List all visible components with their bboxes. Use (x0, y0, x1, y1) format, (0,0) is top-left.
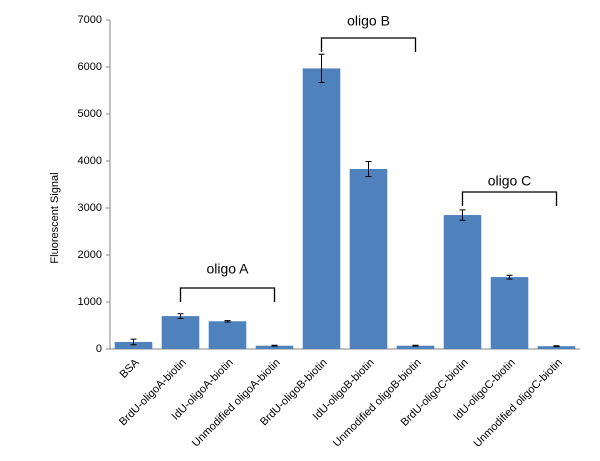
annotation: oligo A (206, 261, 249, 277)
bar (208, 321, 247, 349)
error-bar (459, 209, 466, 221)
error-bar (553, 345, 560, 348)
bar (396, 345, 435, 349)
bar (161, 316, 200, 349)
x-tick-label: Unmodified oligoA-biotin (190, 357, 283, 450)
x-tick-label: Unmodified oligoB-biotin (331, 357, 424, 450)
y-tick-label: 3000 (78, 202, 102, 214)
y-tick-label: 4000 (78, 155, 102, 167)
y-tick-label: 6000 (78, 61, 102, 73)
y-tick-label: 0 (96, 343, 102, 355)
bar (302, 68, 341, 349)
bar (114, 341, 153, 349)
error-bar (365, 160, 372, 178)
bracket (179, 287, 276, 302)
bar (255, 345, 294, 349)
error-bar (271, 344, 278, 347)
error-bar (318, 53, 325, 84)
annotation: oligo B (347, 13, 390, 29)
bar (537, 346, 576, 349)
x-tick-label: BSA (118, 356, 143, 381)
error-bar (130, 338, 137, 346)
error-bar (224, 320, 231, 323)
bar (443, 215, 482, 349)
x-tick-label: Unmodified oligoC-biotin (471, 357, 564, 450)
bar (490, 277, 529, 349)
annotation: oligo C (488, 173, 532, 189)
y-tick-label: 1000 (78, 296, 102, 308)
bar (349, 168, 388, 349)
bracket (320, 37, 417, 52)
error-bar (412, 344, 419, 347)
error-bar (177, 313, 184, 319)
error-bar (506, 274, 513, 280)
y-axis-label: Fluorescent Signal (49, 172, 61, 263)
bracket (461, 191, 558, 206)
y-tick-label: 5000 (78, 108, 102, 120)
y-tick-label: 2000 (78, 249, 102, 261)
y-tick-label: 7000 (78, 14, 102, 26)
